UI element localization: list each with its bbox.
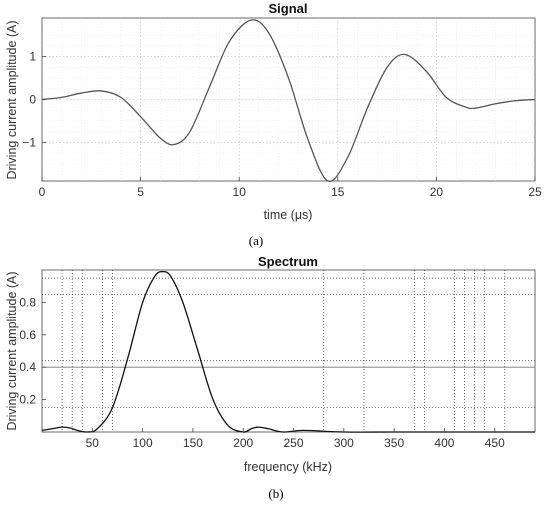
x-tick-label: 20 bbox=[430, 185, 444, 199]
signal-chart: 0 5 10 15 20 25 −1 0 1 Signal time (μs) Driving… bbox=[5, 1, 542, 248]
series-line bbox=[41, 19, 536, 182]
x-tick-label: 150 bbox=[183, 436, 203, 450]
y-tick-label: 1 bbox=[29, 50, 36, 64]
signal-x-axis-label: time (μs) bbox=[264, 208, 313, 222]
x-tick-label: 25 bbox=[528, 185, 542, 199]
signal-grid bbox=[42, 18, 535, 181]
y-tick-label: 0.6 bbox=[19, 328, 36, 342]
y-tick-label: 0.4 bbox=[19, 360, 36, 374]
x-tick-label: 300 bbox=[334, 436, 354, 450]
y-tick-label: 0.2 bbox=[19, 393, 36, 407]
x-tick-label: 450 bbox=[485, 436, 505, 450]
spectrum-series bbox=[41, 270, 535, 433]
x-tick-label: 15 bbox=[331, 185, 345, 199]
spectrum-grid bbox=[42, 270, 535, 432]
spectrum-chart: 50 100 150 200 250 300 350 400 450 0.20.40.60.8 … bbox=[5, 254, 536, 501]
signal-y-ticks: −1 0 1 bbox=[22, 50, 46, 149]
y-tick-label: 0.8 bbox=[19, 295, 36, 309]
x-tick-label: 100 bbox=[133, 436, 153, 450]
signal-caption: (a) bbox=[249, 233, 263, 248]
spectrum-y-axis-label: Driving current amplitude (A) bbox=[5, 271, 19, 430]
spectrum-x-axis-label: frequency (kHz) bbox=[244, 460, 332, 474]
signal-series bbox=[41, 19, 536, 182]
x-tick-label: 350 bbox=[384, 436, 404, 450]
x-tick-label: 10 bbox=[233, 185, 247, 199]
x-tick-label: 5 bbox=[137, 185, 144, 199]
x-tick-label: 200 bbox=[233, 436, 253, 450]
x-tick-label: 400 bbox=[434, 436, 454, 450]
spectrum-caption: (b) bbox=[268, 486, 283, 501]
spectrum-title: Spectrum bbox=[258, 254, 318, 269]
y-tick-label: 0 bbox=[29, 93, 36, 107]
signal-y-axis-label: Driving current amplitude (A) bbox=[5, 20, 19, 179]
spectrum-y-ticks: 0.2 0.4 0.6 0.8 bbox=[19, 295, 46, 407]
signal-title: Signal bbox=[268, 1, 307, 16]
x-tick-label: 250 bbox=[284, 436, 304, 450]
spectrum-plot-area bbox=[41, 269, 536, 433]
x-tick-label: 0 bbox=[39, 185, 46, 199]
spectrum-x-ticks: 50 100 150 200 250 300 350 400 450 bbox=[86, 428, 505, 450]
signal-x-ticks: 0 5 10 15 20 25 bbox=[39, 177, 542, 199]
x-tick-label: 50 bbox=[86, 436, 100, 450]
series-line bbox=[41, 270, 535, 433]
y-tick-label: −1 bbox=[22, 135, 36, 149]
